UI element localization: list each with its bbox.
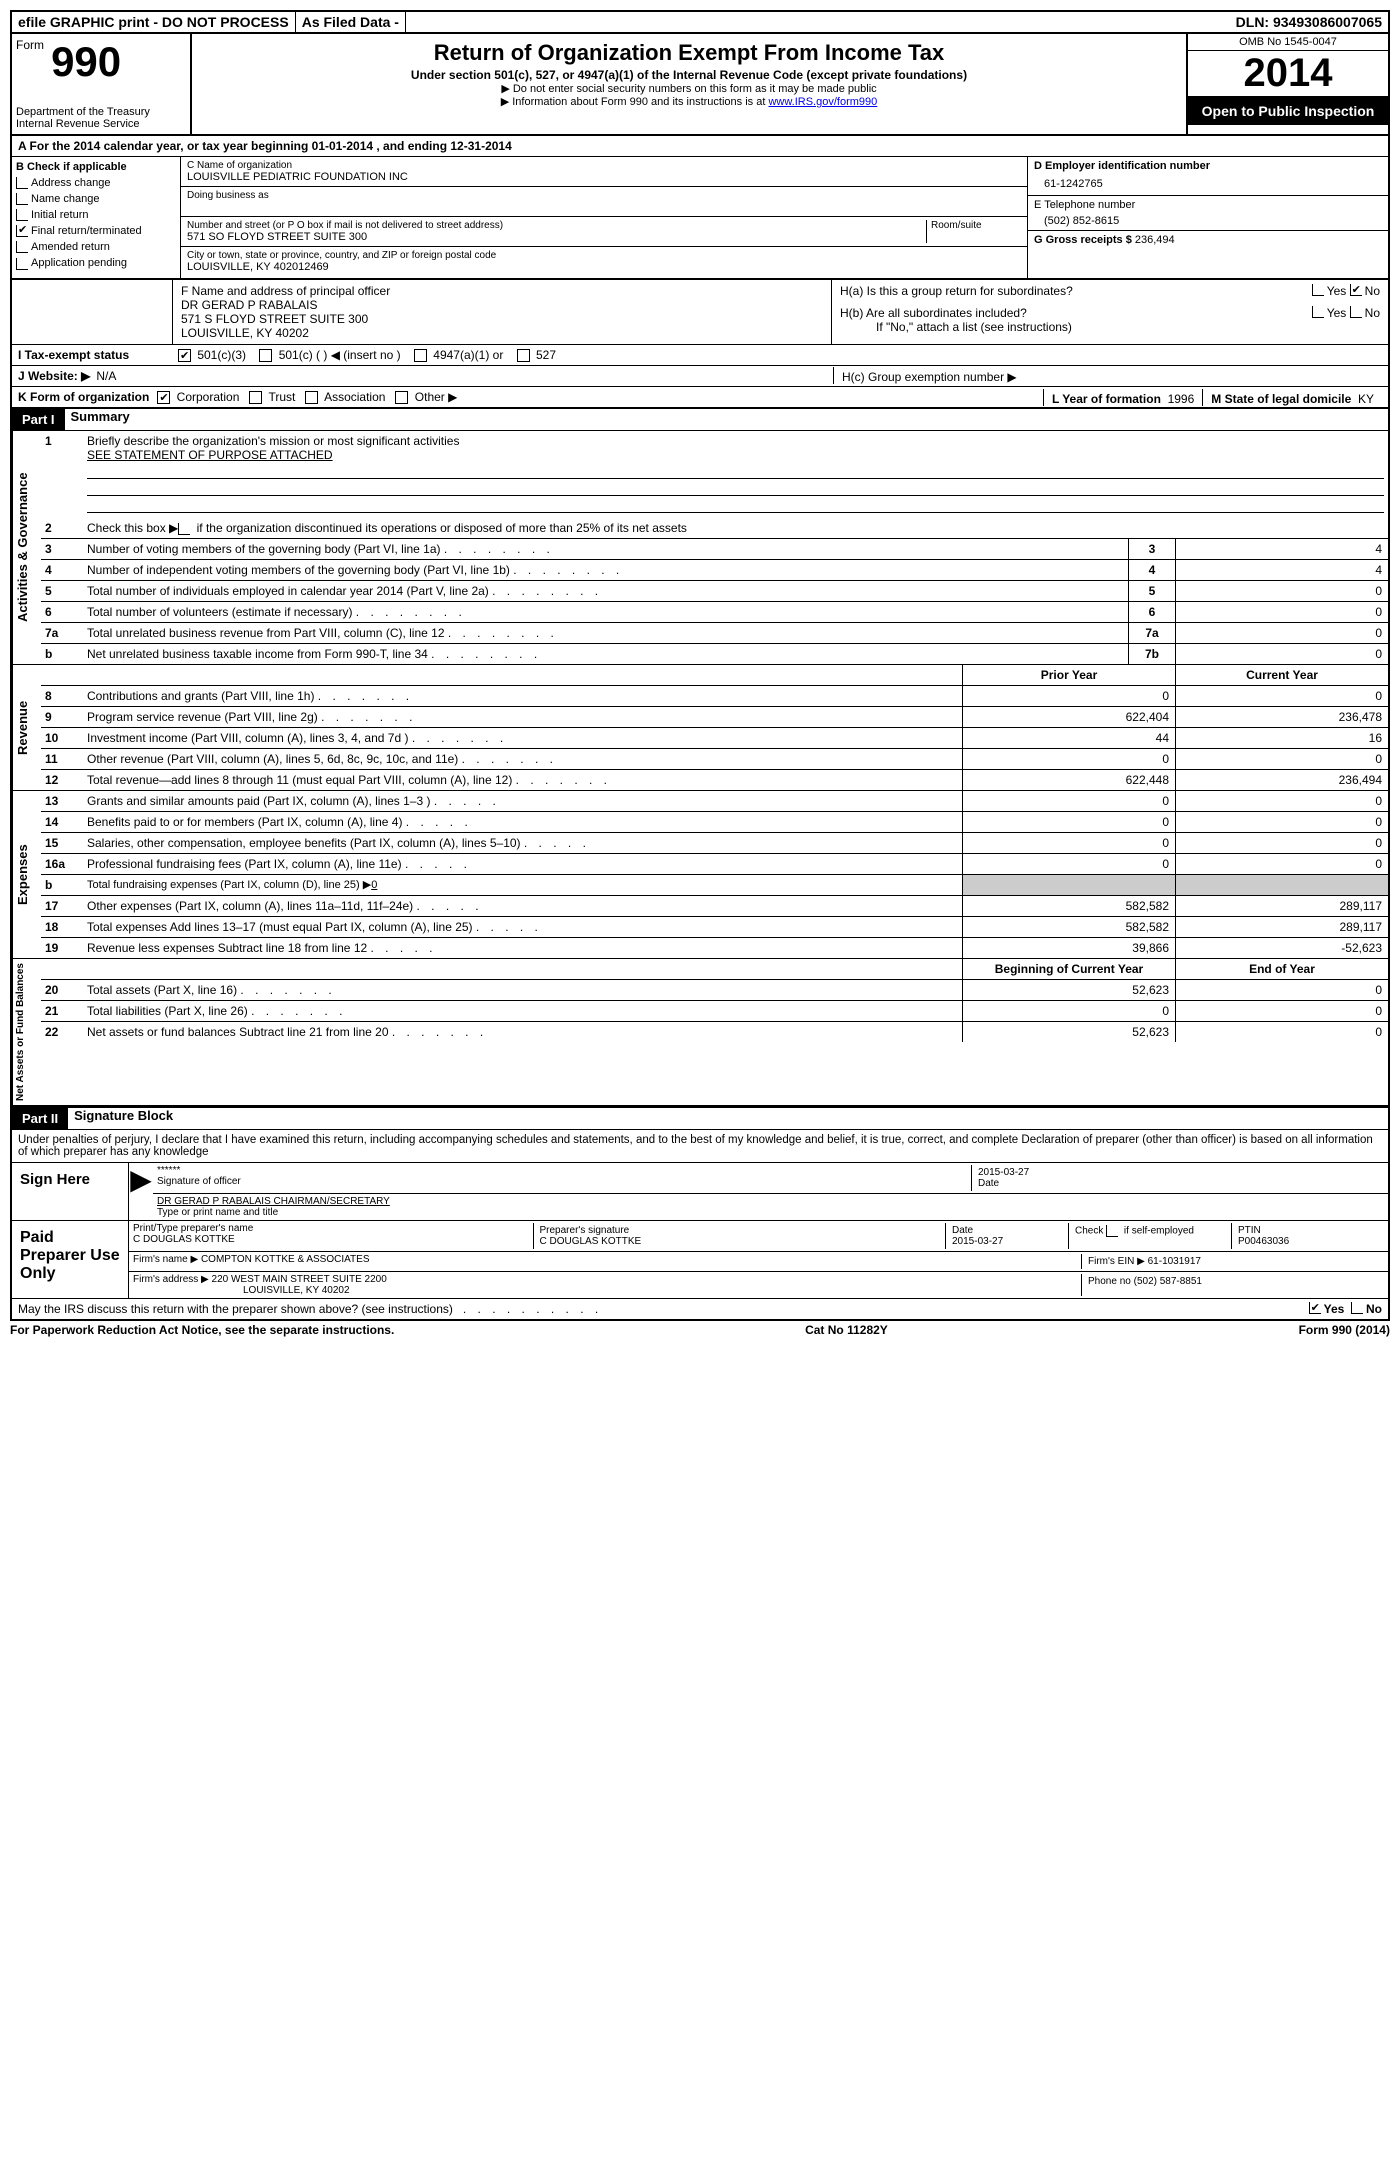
arrow-icon: ▶	[129, 1163, 153, 1220]
checkbox[interactable]	[395, 391, 408, 404]
org-info-c: C Name of organization LOUISVILLE PEDIAT…	[181, 157, 1027, 278]
checkbox[interactable]	[1312, 284, 1324, 296]
efile-label: efile GRAPHIC print - DO NOT PROCESS	[12, 12, 296, 32]
officer-f: F Name and address of principal officer …	[173, 280, 831, 344]
efile-topbar: efile GRAPHIC print - DO NOT PROCESS As …	[10, 10, 1390, 34]
penalty-text: Under penalties of perjury, I declare th…	[10, 1130, 1390, 1163]
checkbox[interactable]	[16, 193, 28, 205]
header-right: OMB No 1545-0047 2014 Open to Public Ins…	[1186, 34, 1388, 134]
checkbox[interactable]	[249, 391, 262, 404]
section-bcd: B Check if applicable Address changeName…	[10, 157, 1390, 280]
part-ii-header: Part II Signature Block	[10, 1107, 1390, 1130]
checkbox-checked[interactable]	[1350, 284, 1362, 296]
line-klm: K Form of organization Corporation Trust…	[10, 387, 1390, 409]
checkbox[interactable]	[16, 258, 28, 270]
checkbox-checked[interactable]	[1309, 1302, 1321, 1314]
form-title: Return of Organization Exempt From Incom…	[202, 40, 1176, 66]
right-column-d: D Employer identification number 61-1242…	[1027, 157, 1388, 278]
summary-ag: Activities & Governance 1 Briefly descri…	[10, 431, 1390, 665]
line-i: I Tax-exempt status 501(c)(3) 501(c) ( )…	[10, 345, 1390, 366]
checkbox[interactable]	[16, 177, 28, 189]
checkbox[interactable]	[1350, 306, 1362, 318]
summary-expenses: Expenses 13Grants and similar amounts pa…	[10, 791, 1390, 959]
form-left: Form 990 Department of the Treasury Inte…	[12, 34, 192, 134]
checkbox[interactable]	[517, 349, 530, 362]
form-header: Form 990 Department of the Treasury Inte…	[10, 34, 1390, 136]
checkbox[interactable]	[178, 349, 191, 362]
dln-cell: DLN: 93493086007065	[1230, 12, 1388, 32]
asfiled-label: As Filed Data -	[296, 12, 406, 32]
check-column-b: B Check if applicable Address changeName…	[12, 157, 181, 278]
line-j: J Website: ▶ N/A H(c) Group exemption nu…	[10, 366, 1390, 387]
checkbox[interactable]	[1106, 1225, 1118, 1237]
checkbox[interactable]	[259, 349, 272, 362]
summary-revenue: Revenue Prior Year Current Year 8Contrib…	[10, 665, 1390, 791]
checkbox[interactable]	[16, 225, 28, 237]
header-center: Return of Organization Exempt From Incom…	[192, 34, 1186, 134]
irs-link[interactable]: www.IRS.gov/form990	[768, 96, 877, 108]
checkbox[interactable]	[1312, 306, 1324, 318]
footer: For Paperwork Reduction Act Notice, see …	[10, 1321, 1390, 1337]
checkbox[interactable]	[16, 241, 28, 253]
checkbox[interactable]	[157, 391, 170, 404]
h-block: H(a) Is this a group return for subordin…	[831, 280, 1388, 344]
checkbox[interactable]	[305, 391, 318, 404]
officer-h-block: F Name and address of principal officer …	[10, 280, 1390, 345]
checkbox[interactable]	[1351, 1302, 1363, 1314]
checkbox[interactable]	[16, 209, 28, 221]
signature-block: Sign Here ▶ ****** Signature of officer …	[10, 1163, 1390, 1321]
summary-net: Net Assets or Fund Balances Beginning of…	[10, 959, 1390, 1107]
checkbox[interactable]	[178, 523, 190, 535]
line-a: A For the 2014 calendar year, or tax yea…	[10, 136, 1390, 157]
part-i-header: Part I Summary	[10, 409, 1390, 431]
checkbox[interactable]	[414, 349, 427, 362]
